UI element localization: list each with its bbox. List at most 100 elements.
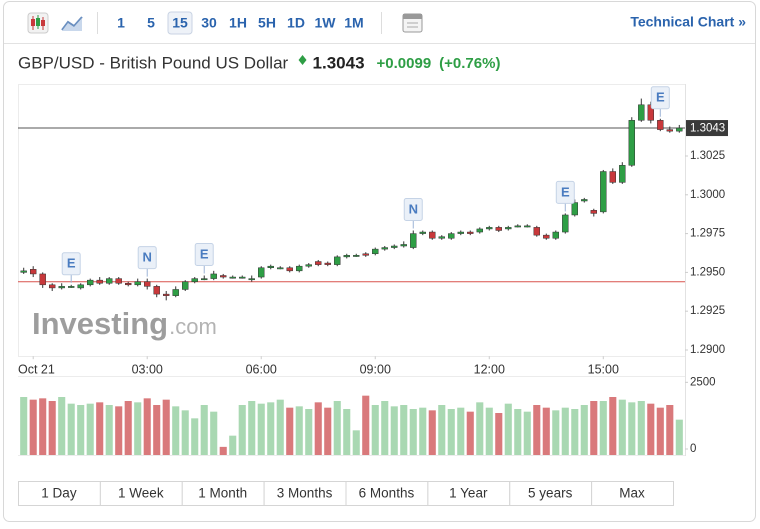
interval-button[interactable]: 1W <box>315 15 337 31</box>
volume-bar <box>267 402 275 455</box>
candle-body <box>77 284 84 289</box>
y-tick-label: 1.2950 <box>690 266 725 278</box>
candle-body <box>58 286 65 289</box>
y-tick-label: 1.2925 <box>690 305 725 317</box>
candle-body <box>134 281 141 286</box>
volume-bar <box>571 409 579 455</box>
range-label[interactable]: 5 years <box>528 486 573 501</box>
event-label[interactable]: E <box>656 90 665 105</box>
candle-body <box>505 227 512 230</box>
candle-body <box>438 236 445 239</box>
interval-button[interactable]: 5 <box>147 15 155 31</box>
volume-bar <box>20 397 28 455</box>
technical-chart-link[interactable]: Technical Chart » <box>630 14 746 30</box>
candle-body <box>324 262 331 265</box>
candle-body <box>400 244 407 247</box>
candle-body <box>49 284 56 289</box>
candle-body <box>552 231 559 239</box>
candle-body <box>571 202 578 216</box>
candle-body <box>590 210 597 214</box>
candle-body <box>87 279 94 286</box>
range-label[interactable]: 1 Year <box>449 486 488 501</box>
x-tick-label: Oct 21 <box>18 362 55 376</box>
candle-icon[interactable] <box>27 12 49 34</box>
volume-bar <box>153 405 161 455</box>
frame <box>3 1 756 522</box>
watermark-brand: Investing <box>32 306 168 341</box>
event-box <box>650 86 670 110</box>
interval-button[interactable]: 1M <box>344 15 363 31</box>
volume-bar <box>134 402 142 455</box>
event-label[interactable]: E <box>561 184 570 199</box>
volume-bar <box>390 406 398 455</box>
range-button[interactable] <box>345 481 429 506</box>
watermark: Investing .com <box>32 306 217 341</box>
icon-line <box>61 16 83 31</box>
volume-bar <box>419 407 427 455</box>
volume-bar <box>77 405 85 455</box>
volume-bar <box>305 409 313 455</box>
range-button[interactable] <box>591 481 674 506</box>
line-icon[interactable] <box>61 16 83 31</box>
volume-bar <box>181 410 189 455</box>
volume-bar <box>200 405 208 455</box>
candle-body <box>210 273 217 279</box>
candle-body <box>657 120 664 130</box>
candle-body <box>125 283 132 286</box>
candle-body <box>68 286 75 288</box>
range-label[interactable]: 1 Week <box>118 486 164 501</box>
volume-bar <box>96 402 104 455</box>
range-button[interactable] <box>181 481 265 506</box>
volume-bar <box>86 403 94 455</box>
candle-body <box>305 264 312 267</box>
interval-button[interactable]: 1H <box>229 15 247 31</box>
range-label[interactable]: 1 Month <box>198 486 247 501</box>
volume-bar <box>457 407 465 455</box>
interval-button[interactable]: 5H <box>258 15 276 31</box>
range-label[interactable]: Max <box>619 486 645 501</box>
volume-bar <box>124 401 132 455</box>
range-button[interactable] <box>263 481 347 506</box>
range-label[interactable]: 3 Months <box>277 486 333 501</box>
candle-body <box>543 234 550 239</box>
volume-bar <box>599 401 607 455</box>
event-box <box>137 246 157 270</box>
icon-body <box>41 20 45 26</box>
event-label[interactable]: E <box>200 246 209 261</box>
volume-bar <box>447 409 455 455</box>
candle-body <box>429 231 436 239</box>
event-label[interactable]: E <box>67 256 76 271</box>
volume-tick-label: 2500 <box>690 376 716 388</box>
candle-body <box>600 171 607 213</box>
interval-button[interactable]: 15 <box>172 15 188 31</box>
volume-bar <box>609 397 617 455</box>
candle-body <box>514 225 521 228</box>
candle-body <box>524 225 531 228</box>
range-label[interactable]: 1 Day <box>41 486 77 501</box>
last-price-box <box>686 120 728 137</box>
candle-body <box>562 214 569 233</box>
instrument-title: GBP/USD - British Pound US Dollar <box>18 53 289 72</box>
price-change: +0.0099 <box>377 55 432 72</box>
range-label[interactable]: 6 Months <box>359 486 415 501</box>
volume-bar <box>656 407 664 455</box>
volume-bar <box>191 418 199 455</box>
volume-bar <box>314 402 322 455</box>
volume-bar <box>552 410 560 455</box>
interval-button[interactable]: 30 <box>201 15 217 31</box>
volume-bar <box>514 409 522 455</box>
volume-bar <box>248 401 256 455</box>
candle-body <box>419 231 426 234</box>
candle-body <box>201 278 208 281</box>
event-label[interactable]: N <box>143 250 152 265</box>
interval-button[interactable]: 1 <box>117 15 125 31</box>
candle-body <box>372 248 379 255</box>
range-button[interactable] <box>99 481 183 506</box>
event-label[interactable]: N <box>409 201 418 216</box>
y-tick-label: 1.2975 <box>690 228 725 240</box>
calendar-icon[interactable] <box>402 13 423 33</box>
interval-button[interactable]: 1D <box>287 15 305 31</box>
range-button[interactable] <box>427 481 511 506</box>
candle-body <box>391 245 398 248</box>
